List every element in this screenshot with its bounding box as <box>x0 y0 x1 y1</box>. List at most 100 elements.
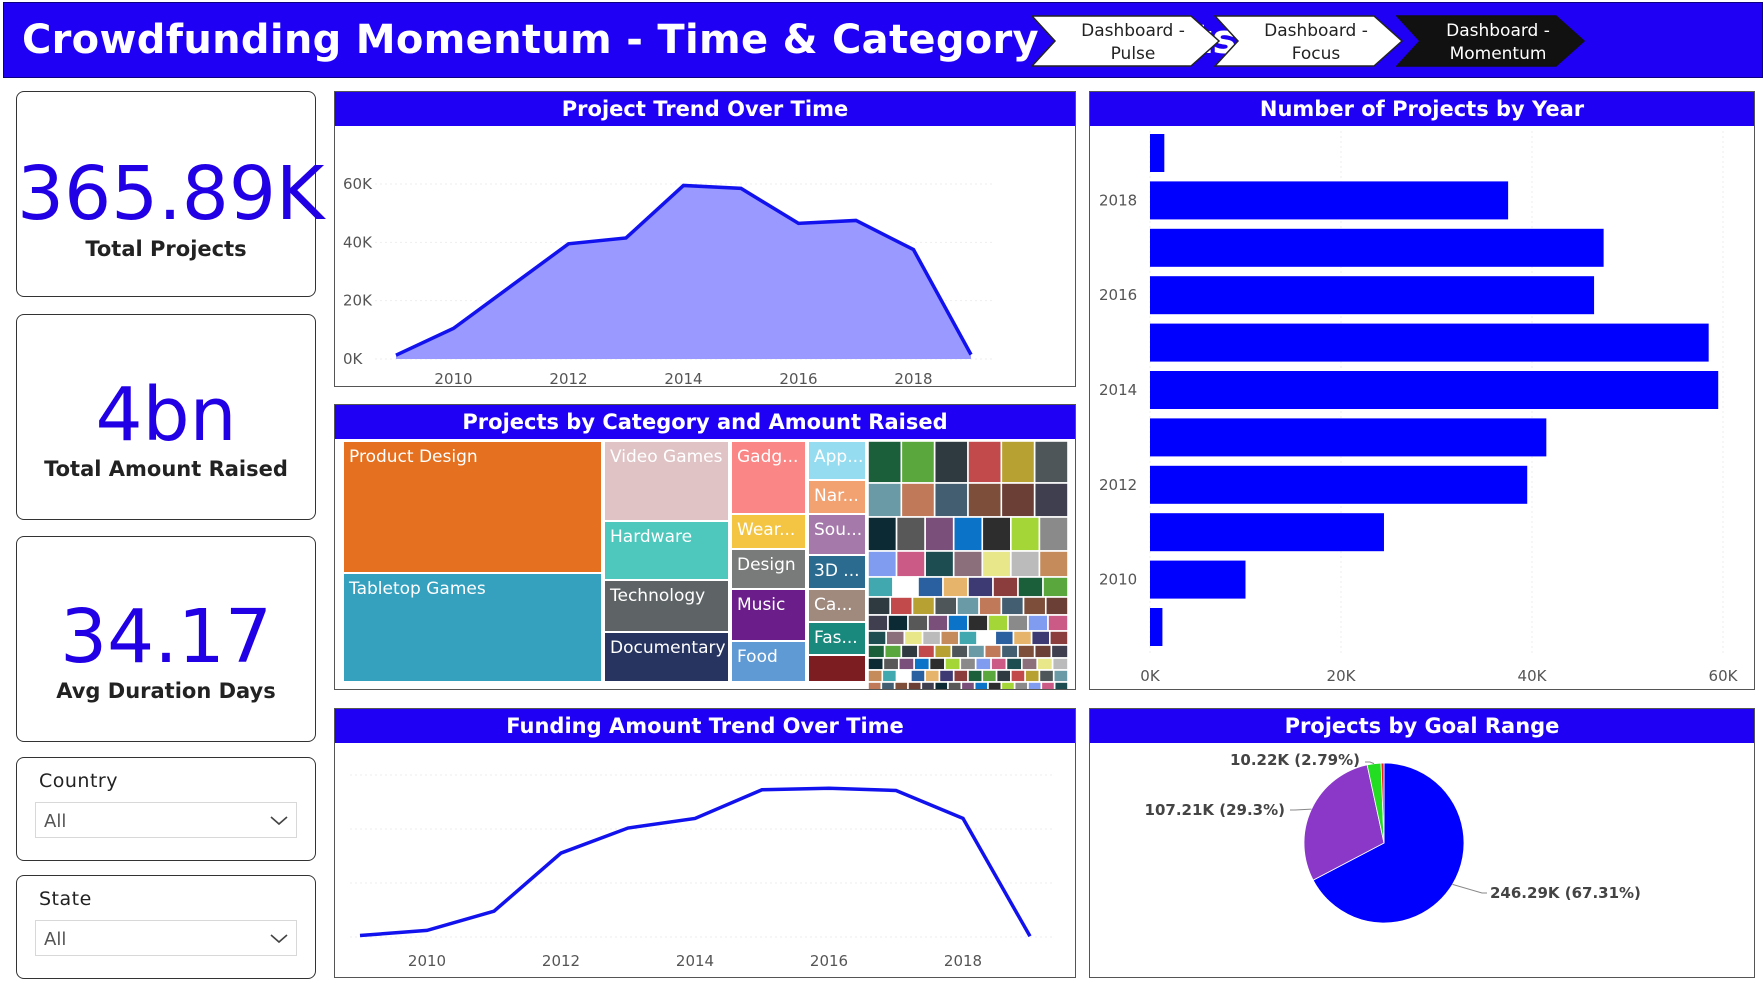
page-title: Crowdfunding Momentum - Time & Category … <box>22 17 1237 63</box>
treemap-small-tile <box>867 630 887 646</box>
kpi-card-total-projects: 365.89K Total Projects <box>16 91 324 297</box>
treemap-small-tile <box>924 516 955 552</box>
state-dropdown[interactable]: All <box>35 920 297 956</box>
treemap-small-tile <box>967 614 989 632</box>
treemap-tile <box>807 440 867 481</box>
kpi-card-avg-duration: 34.17 Avg Duration Days <box>16 536 316 742</box>
country-dropdown[interactable]: All <box>35 802 297 838</box>
chevron-down-icon <box>270 934 288 944</box>
treemap-small-tile <box>1051 657 1069 671</box>
treemap-small-tile <box>867 516 898 552</box>
treemap-small-tile <box>1044 596 1069 616</box>
leader-line <box>1452 883 1487 894</box>
treemap-small-tile <box>897 657 915 671</box>
treemap-small-tile <box>867 681 883 689</box>
treemap-small-tile <box>867 440 903 484</box>
treemap-small-tile <box>928 657 946 671</box>
treemap-label: Documentary <box>610 638 726 658</box>
treemap-small-tile <box>933 644 953 659</box>
project-trend-chart: 0K 20K 40K 60K 2010 2012 2014 2016 2018 <box>343 175 995 386</box>
series-line <box>395 183 973 357</box>
treemap-small-tile <box>1030 630 1051 646</box>
treemap-tile <box>730 640 807 683</box>
treemap-small-tile <box>1024 669 1041 683</box>
treemap-label: App... <box>814 447 863 467</box>
treemap-label: Gadg... <box>737 447 798 467</box>
treemap-small-tile <box>939 630 960 646</box>
treemap-small-tile <box>967 644 986 659</box>
treemap-small-tile <box>933 482 969 518</box>
treemap-label: Design <box>737 555 796 575</box>
chart-title: Number of Projects by Year <box>1090 92 1754 126</box>
treemap-small-tile <box>917 644 936 659</box>
projects-by-year-panel: Number of Projects by Year 0K 20K 40K 60K 20… <box>1089 91 1755 690</box>
treemap-small-tile <box>942 576 969 598</box>
treemap-small-tile <box>995 669 1012 683</box>
treemap-small-tile <box>880 681 896 689</box>
nav-label-line1: Dashboard - <box>1446 21 1550 41</box>
treemap-small-tile <box>867 644 886 659</box>
treemap-small-tile <box>973 681 989 689</box>
nav-button-pulse[interactable]: Dashboard - Pulse <box>1031 15 1221 67</box>
treemap-small-tile <box>924 550 955 578</box>
treemap-small-tile <box>1000 440 1036 484</box>
treemap-small-tile <box>952 669 969 683</box>
nav-button-momentum[interactable]: Dashboard - Momentum <box>1396 15 1586 67</box>
treemap-small-tile <box>944 657 962 671</box>
bar-2017 <box>1150 228 1604 267</box>
treemap-small-tile <box>958 630 978 646</box>
x-tick-label: 40K <box>1518 667 1548 685</box>
treemap-label: Video Games <box>610 447 723 467</box>
projects-by-year-chart: 0K 20K 40K 60K 2018 2016 2014 2012 2010 <box>1099 131 1739 685</box>
bar-2015 <box>1150 323 1709 362</box>
treemap-small-tile <box>947 681 963 689</box>
treemap-tile <box>342 572 603 683</box>
bar-2009 <box>1150 608 1163 646</box>
leader-line <box>1365 761 1375 765</box>
kpi-value: 4bn <box>95 372 237 458</box>
treemap-small-tile <box>956 596 980 616</box>
kpi-label: Total Amount Raised <box>44 457 288 481</box>
treemap-label: Sou... <box>814 520 862 540</box>
nav-button-focus[interactable]: Dashboard - Focus <box>1214 15 1404 67</box>
goal-range-panel: Projects by Goal Range 246.29K (67.31%) 1… <box>1089 708 1755 978</box>
treemap-label: Fas... <box>814 628 858 648</box>
treemap-small-tile <box>907 614 929 632</box>
treemap-small-tile <box>900 482 936 518</box>
treemap-small-tile <box>920 681 936 689</box>
treemap-small-tile <box>1040 681 1056 689</box>
x-tick-label: 20K <box>1327 667 1357 685</box>
leader-line <box>1290 808 1312 811</box>
treemap-small-tile <box>1033 644 1053 659</box>
treemap-tile <box>807 513 867 556</box>
series-line <box>359 786 1032 938</box>
area-fill <box>396 185 971 359</box>
treemap-label: Nar... <box>814 486 859 506</box>
nav-label-line2: Momentum <box>1449 44 1547 64</box>
treemap-small-tile <box>967 482 1003 518</box>
kpi-label: Total Projects <box>85 237 247 261</box>
treemap-small-tile <box>987 614 1009 632</box>
bar-2010 <box>1150 560 1246 599</box>
y-tick-label: 2016 <box>1099 286 1137 304</box>
nav-button-shape <box>1396 15 1586 67</box>
x-tick-label: 2016 <box>810 952 848 970</box>
treemap-label: Hardware <box>610 527 692 547</box>
treemap-small-tile <box>978 596 1003 616</box>
treemap-small-tile <box>1000 482 1036 518</box>
treemap-small-tile <box>867 669 884 683</box>
bar-2012 <box>1150 465 1528 504</box>
treemap-small-tile <box>947 614 969 632</box>
header-bar: Crowdfunding Momentum - Time & Category … <box>3 2 1763 78</box>
kpi-value: 34.17 <box>60 594 272 680</box>
bar-2019 <box>1150 134 1165 172</box>
treemap-small-tile <box>867 614 889 632</box>
treemap-small-tile <box>981 669 998 683</box>
treemap-small-tile <box>885 630 906 646</box>
treemap-small-tile <box>867 482 903 518</box>
kpi-card-total-raised: 4bn Total Amount Raised <box>16 314 316 520</box>
treemap-label: Music <box>737 595 785 615</box>
x-tick-label: 2018 <box>944 952 982 970</box>
treemap-small-tile <box>938 669 955 683</box>
chart-title: Project Trend Over Time <box>335 92 1075 126</box>
